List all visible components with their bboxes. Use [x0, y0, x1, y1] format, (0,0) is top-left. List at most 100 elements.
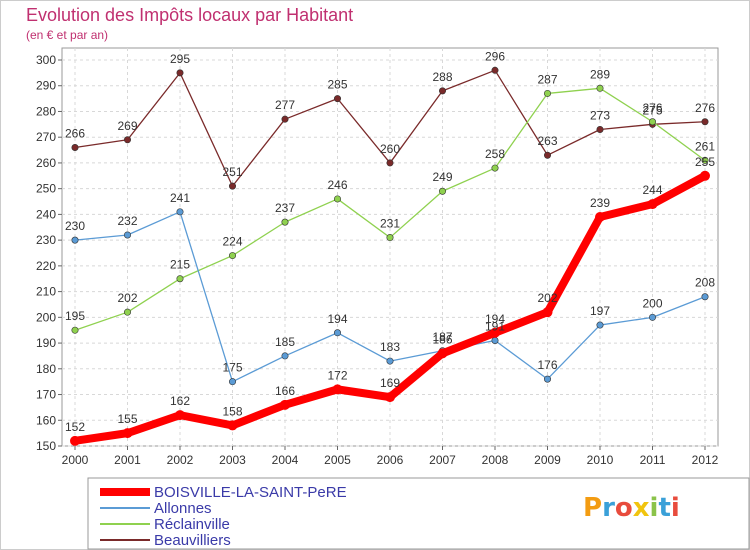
data-point [543, 151, 551, 159]
data-label: 276 [642, 101, 662, 115]
data-label: 155 [117, 412, 137, 426]
proxiti-logo: Proxiti [583, 493, 680, 523]
data-point [333, 329, 341, 337]
data-label: 285 [327, 78, 347, 92]
data-point [648, 118, 656, 126]
data-label: 237 [275, 201, 295, 215]
data-point [124, 231, 132, 239]
data-label: 172 [327, 368, 347, 382]
x-tick-label: 2005 [324, 453, 351, 467]
data-point [700, 170, 710, 181]
data-label: 266 [65, 126, 85, 140]
data-label: 186 [432, 332, 452, 346]
y-tick-label: 200 [36, 310, 56, 324]
data-point [71, 236, 79, 244]
data-label: 244 [642, 183, 662, 197]
data-point [281, 115, 289, 123]
data-label: 169 [380, 376, 400, 390]
data-point [229, 378, 237, 386]
data-label: 288 [432, 70, 452, 84]
data-label: 275 [642, 103, 662, 117]
data-point [281, 218, 289, 226]
data-label: 152 [65, 420, 85, 434]
logo-letter: i [650, 493, 659, 523]
x-tick-label: 2011 [640, 453, 666, 467]
data-label: 276 [695, 101, 715, 115]
x-axis-ticks: 2000 2001 2002 2003 2004 2005 2006 2007 2008 2009… [62, 446, 719, 467]
x-tick-label: 2008 [482, 453, 509, 467]
data-label: 202 [117, 291, 137, 305]
y-tick-label: 180 [36, 362, 56, 376]
data-label: 277 [275, 98, 295, 112]
data-point [491, 66, 499, 74]
data-point [386, 159, 394, 167]
y-tick-label: 210 [36, 285, 56, 299]
data-point [281, 352, 289, 360]
data-point [490, 327, 500, 338]
y-tick-label: 300 [36, 53, 56, 67]
legend-box [87, 477, 750, 550]
data-label: 176 [537, 358, 557, 372]
data-label: 166 [275, 384, 295, 398]
data-point [229, 252, 237, 260]
data-label: 296 [485, 49, 505, 63]
data-point [438, 87, 446, 95]
data-label: 175 [222, 361, 242, 375]
data-label: 232 [117, 214, 137, 228]
data-label: 260 [380, 142, 400, 156]
data-point [71, 326, 79, 334]
data-point [701, 118, 709, 126]
data-point [386, 234, 394, 242]
data-label: 185 [275, 335, 295, 349]
legend-label: Allonnes [154, 500, 212, 517]
legend-label: Beauvilliers [154, 532, 231, 549]
data-point [176, 208, 184, 216]
x-tick-label: 2009 [534, 453, 561, 467]
y-tick-label: 220 [36, 259, 56, 273]
data-point [491, 164, 499, 172]
data-point [701, 156, 709, 164]
data-label: 200 [642, 296, 662, 310]
y-tick-label: 270 [36, 130, 56, 144]
chart-subtitle: (en € et par an) [26, 28, 108, 42]
data-point [647, 199, 658, 210]
data-label: 183 [380, 340, 400, 354]
logo-letter: x [633, 493, 650, 523]
data-point [596, 84, 604, 92]
data-label: 195 [65, 309, 85, 323]
y-tick-label: 250 [36, 182, 56, 196]
x-tick-label: 2001 [114, 453, 141, 467]
data-point [648, 313, 656, 321]
data-point [333, 195, 341, 203]
logo-letter: i [671, 493, 680, 523]
logo-letter: t [658, 493, 670, 523]
data-point [124, 136, 132, 144]
data-label: 295 [170, 52, 190, 66]
data-point [596, 125, 604, 133]
data-point [491, 336, 499, 344]
data-label: 239 [590, 196, 610, 210]
data-label: 224 [222, 235, 242, 249]
data-label: 231 [380, 217, 400, 231]
data-point [176, 69, 184, 77]
data-label: 191 [485, 319, 505, 333]
logo-letter: o [615, 493, 633, 523]
x-tick-label: 2004 [272, 453, 299, 467]
data-label: 230 [65, 219, 85, 233]
data-point [333, 95, 341, 103]
x-tick-label: 2006 [377, 453, 404, 467]
x-tick-label: 2012 [692, 453, 719, 467]
data-label: 289 [590, 67, 610, 81]
y-axis-ticks: 150 160 170 180 190 200 210 220 230 240 250 260 270 2… [36, 53, 62, 453]
data-label: 158 [222, 404, 242, 418]
y-tick-label: 230 [36, 233, 56, 247]
data-point [438, 187, 446, 195]
data-label: 197 [590, 304, 610, 318]
data-label: 258 [485, 147, 505, 161]
data-label: 251 [222, 165, 242, 179]
data-point [385, 392, 395, 403]
data-label: 246 [327, 178, 347, 192]
logo-letter: r [602, 493, 615, 523]
data-label: 194 [485, 312, 505, 326]
